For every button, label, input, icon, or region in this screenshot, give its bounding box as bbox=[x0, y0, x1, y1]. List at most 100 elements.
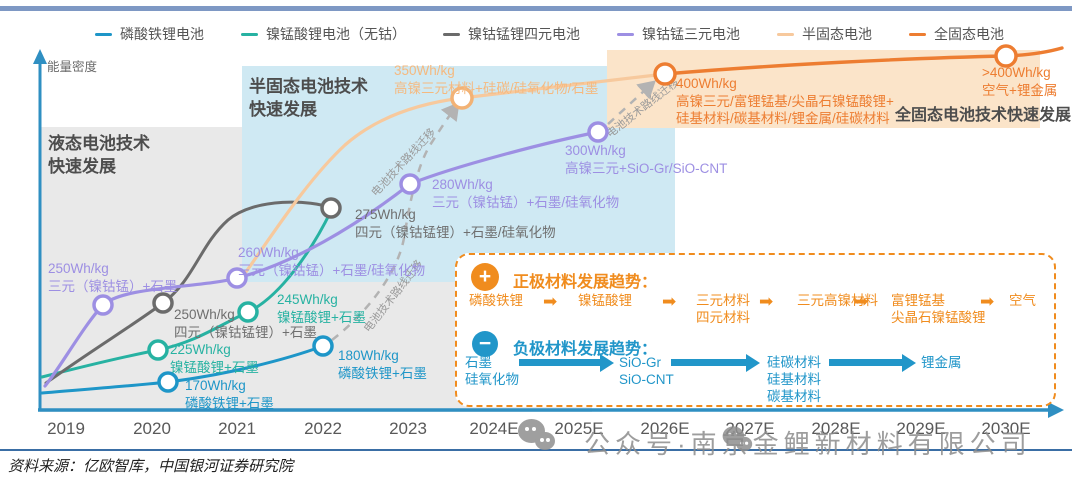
annotation-300: 300Wh/kg 高镍三元+SiO-Gr/SiO-CNT bbox=[565, 142, 727, 177]
legend-label: 镍钴锰三元电池 bbox=[642, 26, 740, 42]
annotation-value: 250Wh/kg bbox=[48, 261, 109, 276]
step-line: 石墨 bbox=[465, 355, 492, 370]
arrow-right-icon: ➡ bbox=[543, 292, 558, 311]
long-arrow-right-icon bbox=[671, 353, 760, 372]
annotation-value: 280Wh/kg bbox=[432, 177, 493, 192]
annotation-value: 350Wh/kg bbox=[394, 63, 455, 78]
annotation-materials: 磷酸铁锂+石墨 bbox=[185, 395, 274, 411]
zone-title-semi-solid: 半固态电池技术 快速发展 bbox=[249, 76, 368, 122]
negative-step: SiO-Gr SiO-CNT bbox=[619, 355, 674, 389]
annotation-250-ternary: 250Wh/kg 三元（镍钴锰）+石墨 bbox=[48, 260, 177, 295]
negative-step: 硅碳材料 硅基材料 碳基材料 bbox=[767, 355, 821, 406]
legend-label: 全固态电池 bbox=[934, 26, 1004, 42]
y-axis-label: 能量密度 bbox=[47, 60, 98, 74]
arrow-right-icon: ➡ bbox=[759, 292, 774, 311]
arrow-right-icon: ➡ bbox=[854, 292, 869, 311]
annotation-materials: 四元（镍钴锰锂）+石墨 bbox=[174, 324, 317, 340]
bottom-divider-bar bbox=[0, 449, 1072, 451]
step-line: 硅基材料 bbox=[767, 371, 821, 387]
legend-item-quaternary: 镍钴锰锂四元电池 bbox=[443, 24, 580, 44]
legend-label: 磷酸铁锂电池 bbox=[120, 26, 204, 42]
annotation-350: 350Wh/kg 高镍三元材料+硅碳/硅氧化物/石墨 bbox=[394, 62, 598, 97]
positive-step: 三元高镍材料 bbox=[797, 293, 878, 310]
x-axis-ticks: 2019 2020 2021 2022 2023 2024E 2025E 202… bbox=[0, 419, 1072, 441]
x-tick: 2020 bbox=[133, 419, 171, 438]
annotation-value: 170Wh/kg bbox=[185, 378, 246, 393]
x-tick: 2023 bbox=[389, 419, 427, 438]
zone-title-line: 液态电池技术 bbox=[48, 134, 150, 153]
annotation-materials: 镍锰酸锂+石墨 bbox=[277, 309, 366, 325]
step-line: 镍锰酸锂 bbox=[578, 293, 632, 308]
legend-item-ncm: 镍钴锰三元电池 bbox=[617, 24, 740, 44]
x-tick: 2021 bbox=[218, 419, 256, 438]
x-tick: 2025E bbox=[554, 419, 604, 438]
legend-label: 半固态电池 bbox=[802, 26, 872, 42]
step-line: SiO-CNT bbox=[619, 371, 674, 387]
material-trend-box: + 正极材料发展趋势： 磷酸铁锂 ➡ 镍锰酸锂 ➡ 三元材料 四元材料 ➡ 三元… bbox=[455, 253, 1056, 407]
step-line: 碳基材料 bbox=[767, 388, 821, 404]
minus-icon: − bbox=[472, 331, 498, 357]
annotation-materials: 高镍三元+SiO-Gr/SiO-CNT bbox=[565, 160, 728, 176]
annotation-value: >400Wh/kg bbox=[982, 65, 1051, 80]
positive-step: 空气 bbox=[1009, 293, 1036, 310]
step-line: 三元材料 bbox=[696, 293, 750, 308]
x-tick: 2026E bbox=[640, 419, 690, 438]
annotation-value: 300Wh/kg bbox=[565, 143, 626, 158]
top-divider-bar bbox=[0, 6, 1072, 11]
x-tick: 2022 bbox=[304, 419, 342, 438]
legend-label: 镍锰酸锂电池（无钴） bbox=[266, 26, 406, 42]
legend-item-solidstate: 全固态电池 bbox=[909, 24, 1004, 44]
annotation-275: 275Wh/kg 四元（镍钴锰锂）+石墨/硅氧化物 bbox=[355, 206, 556, 241]
step-line: 锂金属 bbox=[921, 355, 962, 370]
legend-line-swatch bbox=[443, 32, 460, 36]
long-arrow-right-icon bbox=[519, 353, 614, 372]
long-arrow-right-icon bbox=[829, 353, 916, 372]
legend-label: 镍钴锰锂四元电池 bbox=[468, 26, 580, 42]
annotation-materials: 高镍三元/富锂锰基/尖晶石镍锰酸锂+ bbox=[676, 93, 894, 109]
watermark-text: 公众号·南京金鲤新材料有限公司 bbox=[584, 429, 1032, 459]
positive-trend-title: 正极材料发展趋势： bbox=[513, 274, 658, 291]
annotation-materials: 三元（镍钴锰）+石墨/硅氧化物 bbox=[238, 262, 426, 278]
annotation-260: 260Wh/kg 三元（镍钴锰）+石墨/硅氧化物 bbox=[238, 244, 425, 279]
annotation-225: 225Wh/kg 镍锰酸锂+石墨 bbox=[170, 341, 259, 376]
annotation-materials: 空气+锂金属 bbox=[982, 82, 1058, 98]
annotation-value: 400Wh/kg bbox=[676, 76, 737, 91]
annotation-materials: 高镍三元材料+硅碳/硅氧化物/石墨 bbox=[394, 80, 599, 96]
plus-icon: + bbox=[471, 263, 499, 291]
x-tick: 2030E bbox=[981, 419, 1031, 438]
x-tick: 2019 bbox=[47, 419, 85, 438]
positive-step: 镍锰酸锂 bbox=[578, 293, 632, 310]
step-line: 三元高镍材料 bbox=[797, 293, 878, 308]
source-note: 资料来源：亿欧智库，中国银河证券研究院 bbox=[8, 459, 294, 475]
step-line: SiO-Gr bbox=[619, 355, 661, 370]
annotation-materials: 三元（镍钴锰）+石墨 bbox=[48, 278, 178, 294]
negative-step: 石墨 硅氧化物 bbox=[465, 355, 519, 389]
arrow-right-icon: ➡ bbox=[662, 292, 677, 311]
legend-line-swatch bbox=[95, 32, 112, 36]
zone-title-line: 快速发展 bbox=[249, 99, 317, 119]
legend-item-semisolid: 半固态电池 bbox=[777, 24, 872, 44]
chart-legend: 磷酸铁锂电池 镍锰酸锂电池（无钴） 镍钴锰锂四元电池 镍钴锰三元电池 半固态电池… bbox=[95, 24, 1004, 44]
x-tick: 2029E bbox=[896, 419, 946, 438]
legend-line-swatch bbox=[241, 32, 258, 36]
legend-line-swatch bbox=[909, 32, 926, 36]
positive-step: 磷酸铁锂 bbox=[469, 293, 523, 310]
arrow-right-icon: ➡ bbox=[980, 292, 995, 311]
annotation-value: 260Wh/kg bbox=[238, 245, 299, 260]
step-line: 空气 bbox=[1009, 293, 1036, 308]
annotation-400plus: >400Wh/kg 空气+锂金属 bbox=[982, 64, 1057, 99]
x-tick: 2028E bbox=[811, 419, 861, 438]
annotation-materials: 三元（镍钴锰）+石墨/硅氧化物 bbox=[432, 194, 620, 210]
x-tick: 2024E bbox=[469, 419, 519, 438]
positive-step: 三元材料 四元材料 bbox=[696, 293, 750, 327]
zone-title-liquid: 液态电池技术 快速发展 bbox=[48, 133, 150, 179]
annotation-materials: 磷酸铁锂+石墨 bbox=[338, 365, 427, 381]
annotation-materials: 四元（镍钴锰锂）+石墨/硅氧化物 bbox=[355, 224, 556, 240]
legend-item-lnmo: 镍锰酸锂电池（无钴） bbox=[241, 24, 406, 44]
zone-title-all-solid: 全固态电池技术快速发展 bbox=[895, 107, 1072, 124]
step-line: 磷酸铁锂 bbox=[469, 293, 523, 308]
negative-step: 锂金属 bbox=[921, 355, 962, 372]
annotation-value: 180Wh/kg bbox=[338, 348, 399, 363]
annotation-170: 170Wh/kg 磷酸铁锂+石墨 bbox=[185, 377, 274, 412]
